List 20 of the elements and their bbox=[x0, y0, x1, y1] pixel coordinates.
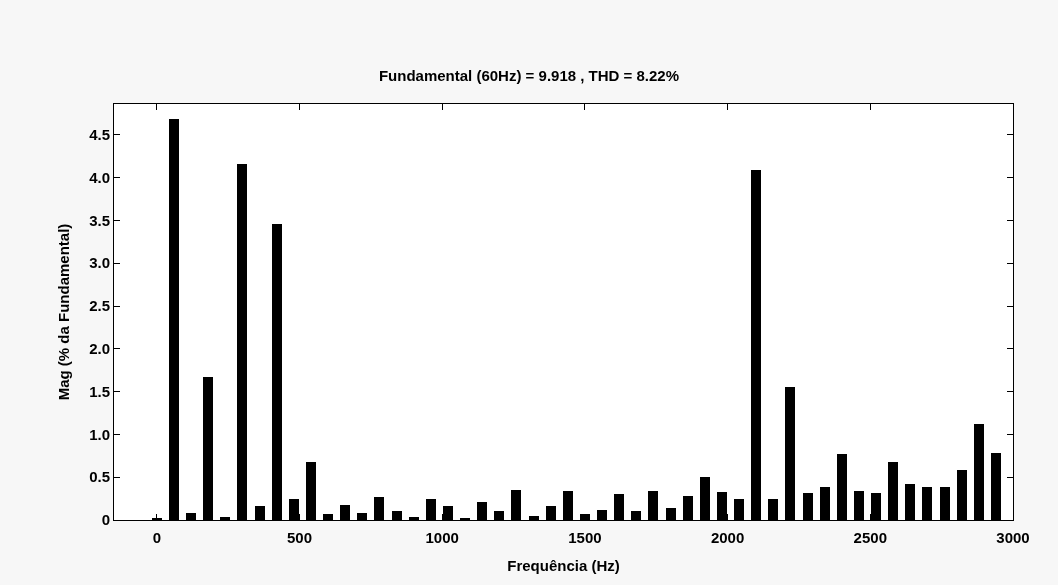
x-tick-label: 2000 bbox=[710, 529, 745, 546]
y-tick-label: 2.5 bbox=[89, 297, 110, 315]
y-axis-title: Mag (% da Fundamental) bbox=[55, 223, 73, 401]
chart-title: Fundamental (60Hz) = 9.918 , THD = 8.22% bbox=[378, 67, 680, 85]
x-axis-title: Frequência (Hz) bbox=[507, 557, 620, 574]
y-tick-label: 0 bbox=[101, 511, 110, 529]
x-tick-label: 500 bbox=[286, 529, 313, 546]
y-tick-label: 3.5 bbox=[89, 211, 110, 229]
y-tick-label: 1.5 bbox=[89, 382, 110, 400]
x-tick-label: 0 bbox=[152, 529, 161, 546]
y-tick-label: 4.0 bbox=[89, 168, 110, 186]
y-tick-label: 0.5 bbox=[89, 468, 110, 486]
x-tick-label: 1000 bbox=[425, 529, 459, 546]
y-tick-label: 1.0 bbox=[89, 425, 110, 443]
y-tick-label: 3.0 bbox=[89, 254, 110, 272]
x-tick-label: 2500 bbox=[853, 529, 887, 546]
y-tick-label: 2.0 bbox=[89, 340, 110, 358]
y-tick-label: 4.5 bbox=[89, 126, 110, 144]
x-tick-label: 1500 bbox=[568, 529, 602, 546]
x-tick-label: 3000 bbox=[996, 529, 1030, 546]
